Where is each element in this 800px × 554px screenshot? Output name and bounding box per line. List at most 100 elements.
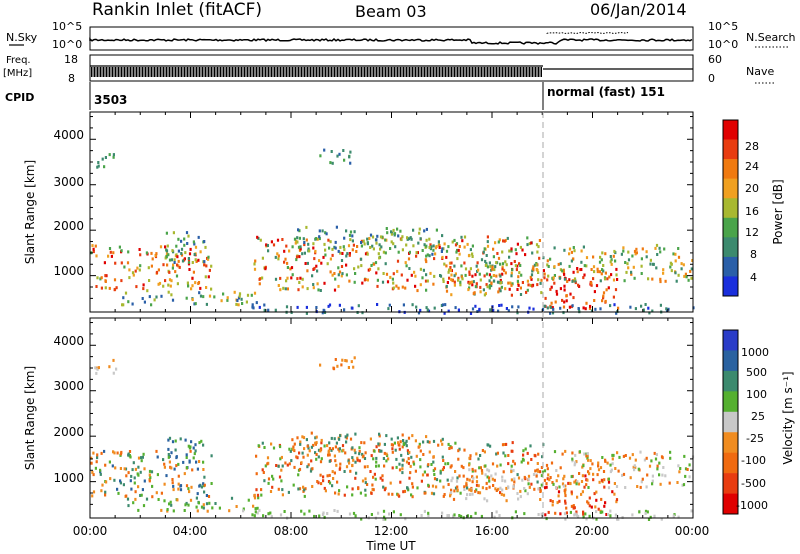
power-cell: [126, 261, 130, 265]
power-cell: [494, 265, 497, 269]
power-cell: [352, 243, 355, 247]
velocity-cell: [198, 460, 201, 463]
power-cell: [531, 284, 534, 288]
power-cell: [245, 300, 248, 304]
velocity-cell: [343, 493, 346, 497]
power-cell: [467, 288, 470, 292]
power-cell: [533, 263, 536, 267]
power-cell: [515, 268, 518, 272]
power-cell: [306, 287, 309, 291]
velocity-cell: [634, 458, 637, 462]
velocity-cell: [383, 515, 386, 519]
velocity-cell: [336, 480, 339, 484]
power-cell: [378, 243, 381, 247]
power-cell: [349, 150, 352, 154]
velocity-cell: [617, 517, 620, 521]
velocity-cell: [488, 485, 491, 489]
velocity-cell: [372, 475, 375, 479]
power-cell: [517, 305, 520, 309]
velocity-cell: [443, 493, 446, 496]
power-cell: [542, 269, 545, 273]
power-cell: [208, 268, 211, 272]
colorbar-band: [723, 432, 738, 453]
power-cell: [258, 282, 261, 286]
power-cell: [134, 269, 137, 273]
nave-label: Nave: [746, 65, 774, 78]
power-cell: [499, 262, 502, 266]
velocity-cell: [545, 517, 548, 521]
velocity-cell: [423, 470, 426, 474]
power-cell: [127, 300, 130, 304]
power-cell: [549, 287, 552, 291]
velocity-cell: [578, 472, 581, 475]
power-cell: [656, 253, 659, 256]
velocity-cell: [544, 486, 547, 490]
velocity-cell: [323, 486, 326, 490]
power-cell: [392, 281, 395, 285]
power-cell: [307, 247, 310, 251]
velocity-cell: [527, 477, 530, 481]
power-cell: [297, 245, 301, 249]
velocity-cell: [495, 452, 498, 456]
velocity-cell: [211, 506, 214, 510]
power-cell: [295, 255, 299, 259]
freq-trace: [89, 65, 693, 82]
velocity-cell: [280, 468, 283, 472]
velocity-cell: [472, 476, 475, 480]
velocity-cell: [638, 510, 641, 514]
power-cell: [323, 148, 326, 152]
power-cell: [263, 303, 266, 307]
colorbar-band: [723, 159, 738, 179]
nsearch-line: [546, 31, 629, 34]
velocity-cell: [573, 463, 576, 467]
velocity-cell: [378, 432, 381, 436]
velocity-cell: [617, 469, 620, 473]
velocity-cell: [373, 449, 376, 453]
power-cell: [510, 271, 513, 275]
power-cell: [590, 268, 593, 271]
velocity-cell: [456, 488, 459, 492]
velocity-cell: [270, 515, 273, 519]
power-cell: [386, 231, 389, 235]
power-cell: [360, 244, 363, 248]
power-cbar-tick-16: 16: [745, 205, 759, 218]
power-cell: [191, 276, 194, 280]
power-cell: [400, 238, 403, 242]
power-cell: [366, 252, 369, 256]
velocity-cell: [532, 473, 536, 476]
power-cell: [485, 272, 489, 276]
velocity-cell: [370, 513, 373, 516]
power-cell: [421, 276, 424, 280]
velocity-cell: [660, 455, 664, 459]
power-cell: [226, 298, 229, 302]
power-cell: [537, 271, 540, 274]
power-cell: [647, 277, 650, 281]
velocity-cell: [314, 436, 317, 440]
power-cell: [305, 305, 308, 309]
power-cell: [590, 283, 593, 287]
velocity-cell: [580, 492, 583, 496]
velocity-cell: [202, 503, 205, 507]
velocity-cell: [192, 446, 195, 450]
velocity-cell: [558, 485, 561, 489]
power-cell: [274, 277, 278, 281]
power-cell: [508, 287, 511, 291]
power-cell: [592, 265, 596, 269]
velocity-cell: [653, 514, 656, 518]
power-cell: [408, 250, 411, 254]
velocity-cell: [553, 450, 557, 454]
velocity-cell: [495, 489, 498, 492]
velocity-cell: [148, 469, 152, 473]
velocity-cell: [442, 485, 445, 489]
velocity-cell: [193, 452, 196, 456]
colorbar-band: [723, 139, 738, 160]
velocity-cell: [411, 495, 414, 499]
velocity-cell: [105, 480, 108, 484]
power-cell: [424, 279, 428, 283]
date-label: 06/Jan/2014: [590, 0, 687, 19]
power-cell: [501, 250, 504, 254]
power-cell: [449, 266, 452, 269]
power-cell: [92, 247, 95, 251]
power-cell: [641, 247, 644, 251]
power-cell: [286, 266, 289, 269]
